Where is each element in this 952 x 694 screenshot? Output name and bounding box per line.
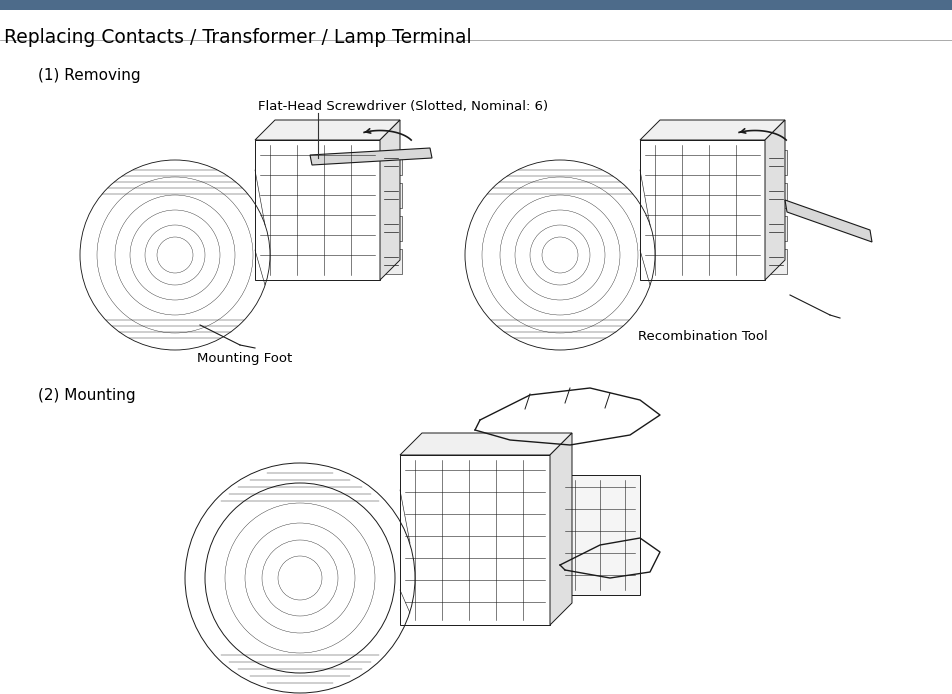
Polygon shape: [764, 120, 784, 280]
Bar: [764, 183, 786, 208]
Polygon shape: [255, 120, 400, 140]
Bar: [380, 216, 402, 241]
Polygon shape: [640, 120, 784, 140]
Bar: [764, 216, 786, 241]
Bar: [764, 249, 786, 274]
Bar: [0, 0, 952, 10]
Polygon shape: [784, 200, 871, 242]
Text: Replacing Contacts / Transformer / Lamp Terminal: Replacing Contacts / Transformer / Lamp …: [4, 28, 471, 47]
Bar: [640, 140, 764, 280]
Bar: [255, 140, 380, 280]
Bar: [764, 150, 786, 175]
Bar: [560, 475, 640, 595]
Polygon shape: [309, 148, 431, 165]
Bar: [400, 455, 549, 625]
Text: Recombination Tool: Recombination Tool: [637, 330, 767, 343]
Bar: [380, 183, 402, 208]
Polygon shape: [380, 120, 400, 280]
Bar: [380, 249, 402, 274]
Text: (2) Mounting: (2) Mounting: [38, 388, 135, 403]
Bar: [380, 150, 402, 175]
Text: Flat-Head Screwdriver (Slotted, Nominal: 6): Flat-Head Screwdriver (Slotted, Nominal:…: [258, 100, 547, 113]
Text: (1) Removing: (1) Removing: [38, 68, 141, 83]
Polygon shape: [549, 433, 571, 625]
Text: Mounting Foot: Mounting Foot: [197, 352, 292, 365]
Polygon shape: [400, 433, 571, 455]
